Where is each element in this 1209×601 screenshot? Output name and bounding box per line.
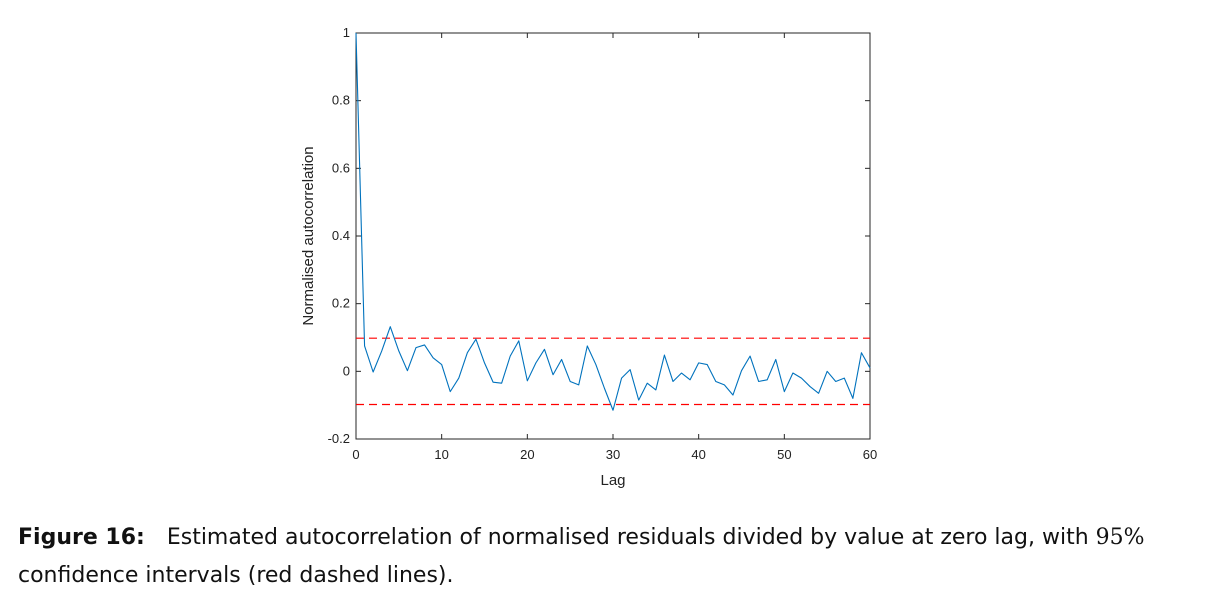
x-tick-label: 20 — [520, 447, 534, 462]
autocorrelation-chart: 0 10 20 30 40 50 60-0.200.20.40.60.81LagNormal… — [300, 25, 877, 489]
x-tick-label: 30 — [606, 447, 620, 462]
autocorrelation-series-line — [355, 32, 871, 411]
figure-caption: Figure 16: Estimated autocorrelation of n… — [18, 519, 1193, 595]
x-tick-label: 0 — [352, 447, 359, 462]
x-tick-label: 50 — [777, 447, 791, 462]
caption-math: 95% — [1095, 525, 1145, 550]
x-tick-label: 40 — [691, 447, 705, 462]
y-tick-label: 0.4 — [332, 228, 350, 243]
plot-area-frame — [355, 32, 871, 440]
y-tick-label: -0.2 — [328, 431, 350, 446]
x-axis-label: Lag — [600, 472, 625, 489]
y-tick-label: 1 — [343, 25, 350, 40]
y-tick-label: 0 — [343, 363, 350, 378]
x-tick-label: 60 — [863, 447, 877, 462]
x-tick-label: 10 — [434, 447, 448, 462]
caption-text-after: confidence intervals (red dashed lines). — [18, 563, 454, 588]
y-axis-label: Normalised autocorrelation — [300, 146, 317, 325]
figure-number: Figure 16: — [18, 525, 145, 550]
y-tick-label: 0.2 — [332, 296, 350, 311]
caption-text-before: Estimated autocorrelation of normalised … — [166, 525, 1096, 550]
y-tick-label: 0.8 — [332, 93, 350, 108]
y-tick-label: 0.6 — [332, 160, 350, 175]
